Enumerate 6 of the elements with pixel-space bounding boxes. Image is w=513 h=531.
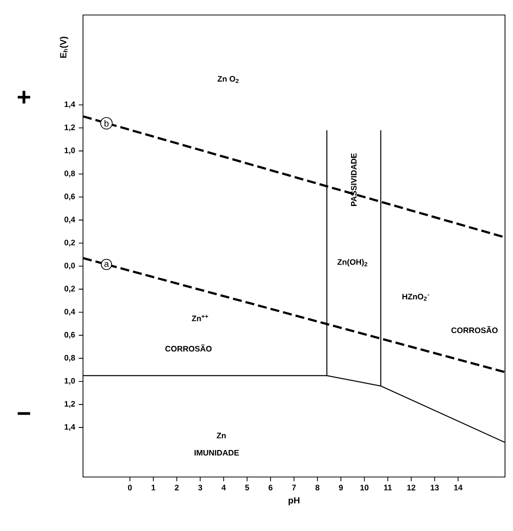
x-axis-title: pH — [288, 497, 300, 506]
text: + — [18, 90, 30, 104]
annotation: a — [104, 262, 109, 267]
y-axis-title: E$_{h}$(V) — [60, 36, 68, 58]
text: − — [18, 412, 30, 415]
annotation: b — [104, 120, 109, 127]
